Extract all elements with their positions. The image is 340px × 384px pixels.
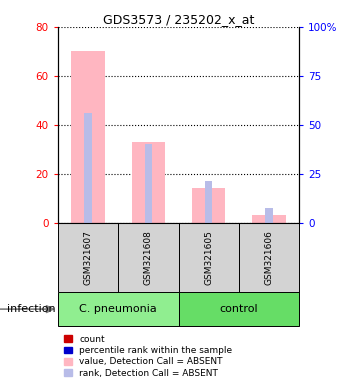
Bar [239, 223, 299, 292]
Bar [58, 223, 118, 292]
Bar [132, 142, 165, 223]
Bar [145, 144, 152, 223]
Text: GSM321607: GSM321607 [84, 230, 92, 285]
Bar [58, 292, 178, 326]
Bar [71, 51, 105, 223]
Text: C. pneumonia: C. pneumonia [79, 304, 157, 314]
Title: GDS3573 / 235202_x_at: GDS3573 / 235202_x_at [103, 13, 254, 26]
Bar [192, 189, 225, 223]
Text: control: control [220, 304, 258, 314]
Text: GSM321608: GSM321608 [144, 230, 153, 285]
Bar [205, 181, 212, 223]
Legend: count, percentile rank within the sample, value, Detection Call = ABSENT, rank, : count, percentile rank within the sample… [62, 333, 234, 379]
Bar [178, 292, 299, 326]
Bar [118, 223, 178, 292]
Text: infection: infection [7, 304, 55, 314]
Bar [266, 208, 273, 223]
Bar [84, 113, 91, 223]
Text: GSM321606: GSM321606 [265, 230, 273, 285]
Text: GSM321605: GSM321605 [204, 230, 213, 285]
Bar [252, 215, 286, 223]
Bar [178, 223, 239, 292]
